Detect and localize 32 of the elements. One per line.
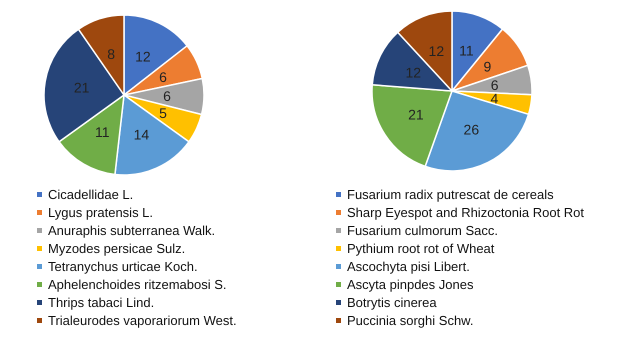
data-label: 9 (483, 58, 492, 74)
data-label: 6 (490, 77, 499, 93)
legend-label: Fusarium radix putrescat de cereals (347, 187, 554, 202)
data-label: 12 (406, 64, 422, 80)
data-label: 12 (428, 42, 444, 59)
legend-label: Sharp Eyespot and Rhizoctonia Root Rot (347, 205, 584, 220)
data-label: 5 (159, 105, 168, 122)
data-label: 21 (74, 80, 90, 96)
data-label: 4 (490, 90, 498, 106)
legend-label: Cicadellidae L. (48, 187, 134, 202)
legend-label: Ascochyta pisi Libert. (347, 259, 470, 274)
legend-label: Lygus pratensis L. (48, 205, 154, 220)
legend-label: Botrytis cinerea (347, 295, 438, 310)
data-label: 12 (135, 48, 151, 64)
legend-label: Fusarium culmorum Sacc. (347, 223, 498, 238)
data-label: 8 (107, 46, 116, 62)
legend-label: Tetranychus urticae Koch. (48, 259, 198, 274)
legend-label: Thrips tabaci Lind. (48, 295, 154, 310)
legend-label: Myzodes persicae Sulz. (48, 241, 186, 256)
legend-label: Anuraphis subterranea Walk. (48, 223, 216, 238)
data-label: 11 (94, 124, 110, 140)
data-label: 21 (408, 106, 424, 122)
data-label: 6 (163, 88, 172, 104)
legend-label: Pythium root rot of Wheat (347, 241, 495, 256)
data-label: 6 (159, 68, 168, 85)
legend-label: Aphelenchoides ritzemabosi S. (48, 277, 226, 292)
data-label: 14 (134, 126, 150, 142)
data-label: 11 (459, 42, 474, 58)
legend-label: Ascyta pinpdes Jones (347, 277, 474, 292)
legend-label: Trialeurodes vaporariorum West. (48, 313, 237, 328)
data-label: 26 (464, 121, 480, 138)
legend-label: Puccinia sorghi Schw. (347, 313, 474, 328)
